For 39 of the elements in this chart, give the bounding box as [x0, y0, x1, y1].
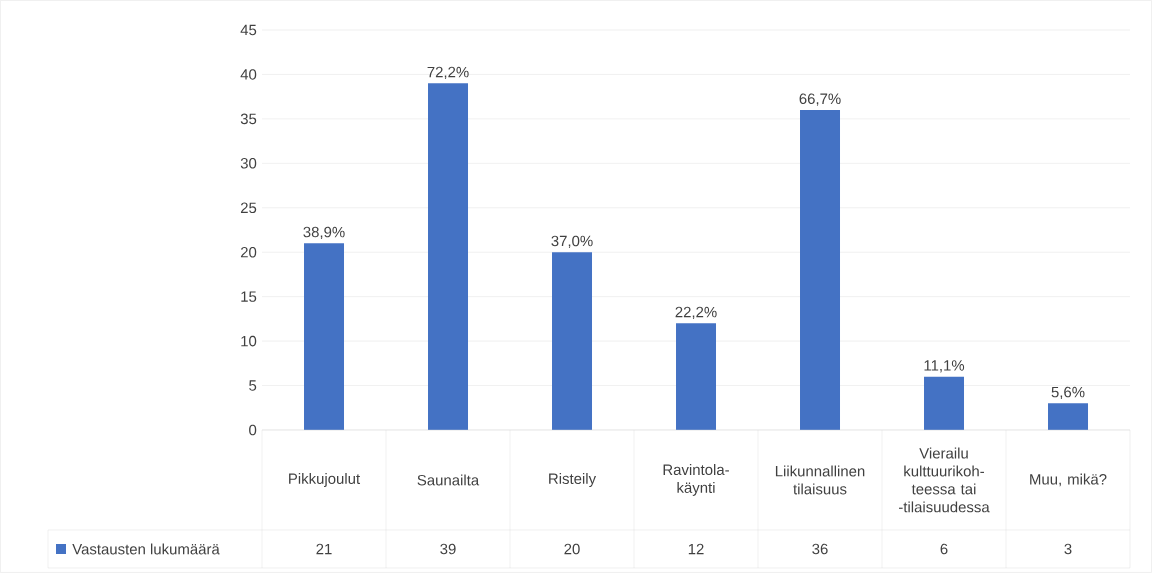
bar [800, 109, 841, 430]
y-tick-label: 30 [240, 158, 257, 169]
annotation: 22,2% [675, 306, 717, 320]
annotation: 72,2% [427, 66, 469, 80]
x-tick-label: Risteily [549, 473, 597, 487]
y-tick-label: 40 [240, 69, 257, 80]
data-label: 3 [1064, 543, 1072, 555]
bar [552, 252, 593, 430]
x-tick-label: Muu, mikä? [1030, 473, 1107, 487]
data-label: 39 [440, 543, 456, 555]
x-tick-label: Pikkujoulut [289, 473, 361, 487]
y-tick-label: 10 [241, 335, 257, 347]
y-tick-label: 45 [240, 24, 257, 36]
bar [676, 323, 717, 430]
y-tick-label: 25 [240, 202, 257, 214]
x-tick-label: Saunailta [417, 474, 480, 486]
data-label: 20 [564, 543, 580, 555]
annotation: 5,6% [1051, 386, 1085, 400]
legend-label: Vastausten lukumäärä [72, 543, 220, 555]
bar [1048, 403, 1089, 430]
y-tick-label: 0 [249, 424, 257, 436]
annotation: 11,1% [924, 360, 965, 373]
x-tick-label: Liikunnallinen tilaisuus [775, 465, 865, 495]
y-tick-label: 35 [240, 113, 257, 125]
bar [428, 83, 469, 430]
y-tick-label: 15 [241, 291, 257, 302]
x-tick-label: Vierailu kulttuurikoh-teessa tai -tilaisuudessa [898, 447, 990, 513]
annotation: 38,9% [303, 226, 345, 240]
annotation: 66,7% [799, 93, 841, 106]
y-tick-label: 5 [249, 380, 257, 391]
data-label: 36 [812, 543, 828, 555]
data-label: 6 [940, 543, 948, 555]
x-tick-label: Ravintola-käynti [663, 464, 729, 496]
y-tick-label: 20 [240, 246, 257, 258]
bar [924, 376, 965, 430]
annotation: 37,0% [551, 235, 593, 248]
data-label: 12 [688, 543, 704, 555]
data-label: 21 [316, 543, 332, 555]
bar [304, 243, 345, 430]
